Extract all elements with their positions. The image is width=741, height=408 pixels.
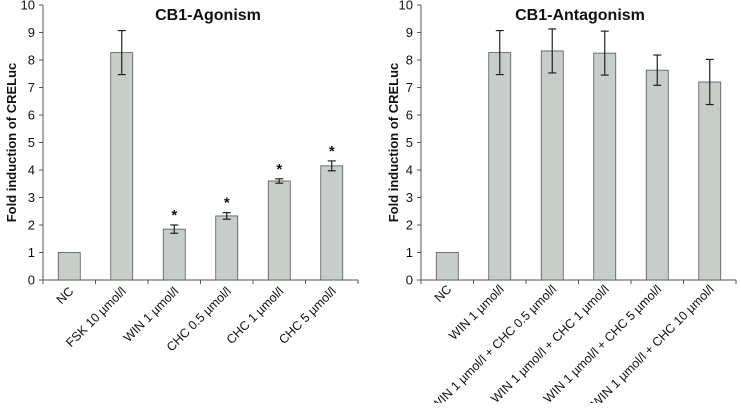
y-tick-label: 10	[399, 0, 413, 13]
bar	[435, 252, 459, 281]
y-tick-label: 2	[406, 218, 413, 233]
y-tick-label: 3	[28, 190, 35, 205]
significance-marker: *	[276, 161, 282, 178]
y-tick-label: 0	[406, 273, 413, 288]
y-tick-label: 7	[406, 80, 413, 95]
bar	[57, 252, 81, 281]
bar	[110, 52, 134, 281]
y-tick-label: 4	[28, 163, 35, 178]
y-tick-label: 3	[406, 190, 413, 205]
bar	[698, 81, 722, 281]
y-tick-label: 10	[21, 0, 35, 13]
y-tick-label: 6	[406, 108, 413, 123]
y-tick-label: 8	[28, 53, 35, 68]
y-tick-label: 1	[406, 245, 413, 260]
chart-title: CB1-Antagonism	[515, 7, 645, 24]
bar	[320, 165, 344, 281]
significance-marker: *	[171, 207, 177, 224]
y-tick-label: 8	[406, 53, 413, 68]
chart-title: CB1-Agonism	[155, 7, 261, 24]
bar	[645, 69, 669, 281]
y-tick-label: 9	[28, 25, 35, 40]
chart-cb1-agonism: CB1-Agonism Fold induction of CRELuc 0 1 2 3 4…	[4, 0, 359, 354]
x-category-label: NC	[432, 282, 455, 305]
y-tick-label: 0	[28, 273, 35, 288]
y-tick-label: 5	[406, 135, 413, 150]
y-tick-label: 5	[28, 135, 35, 150]
bar	[593, 52, 617, 281]
bar	[215, 215, 239, 281]
y-tick-label: 6	[28, 108, 35, 123]
y-tick-label: 2	[28, 218, 35, 233]
bar	[267, 180, 291, 281]
significance-marker: *	[329, 143, 335, 160]
bar	[488, 52, 512, 281]
bar	[540, 50, 564, 281]
y-tick-label: 9	[406, 25, 413, 40]
y-tick-label: 7	[28, 80, 35, 95]
y-axis-label: Fold induction of CRELuc	[4, 63, 19, 223]
x-category-label: NC	[54, 284, 77, 307]
y-axis-label: Fold induction of CRELuc	[386, 63, 401, 223]
y-tick-label: 4	[406, 163, 413, 178]
significance-marker: *	[224, 195, 230, 212]
y-tick-label: 1	[28, 245, 35, 260]
bar	[162, 228, 186, 281]
chart-cb1-antagonism: CB1-Antagonism Fold induction of CRELuc 0 1…	[386, 0, 737, 408]
